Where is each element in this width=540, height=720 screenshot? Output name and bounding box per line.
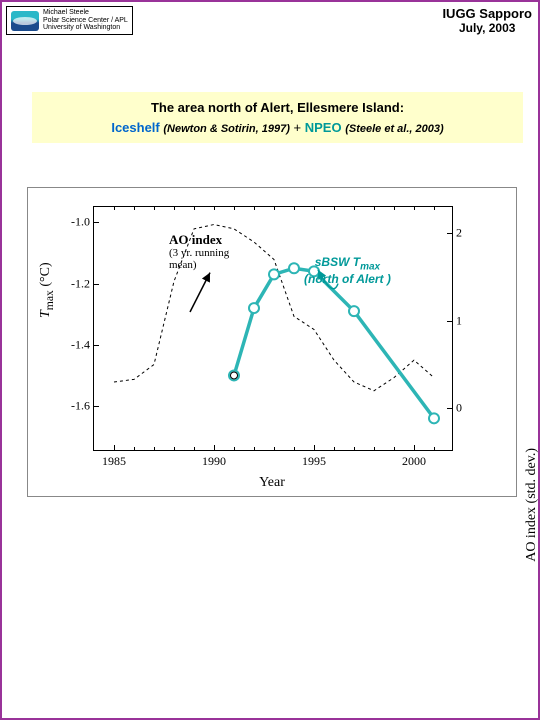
ao-line bbox=[114, 225, 434, 391]
tmax-marker bbox=[249, 303, 259, 313]
tmax-marker bbox=[349, 306, 359, 316]
iceshelf-label: Iceshelf bbox=[111, 120, 159, 135]
sbsw-legend: sBSW Tmax (north of Alert ) bbox=[304, 255, 391, 286]
ytick-left: -1.6 bbox=[71, 399, 90, 414]
psc-logo-icon bbox=[11, 11, 39, 31]
npeo-label: NPEO bbox=[305, 120, 342, 135]
title-line-1: The area north of Alert, Ellesmere Islan… bbox=[40, 98, 515, 118]
chart-lines bbox=[94, 207, 452, 450]
ytick-left: -1.4 bbox=[71, 337, 90, 352]
ytick-right: 0 bbox=[456, 401, 462, 416]
event-name: IUGG Sapporo bbox=[442, 6, 532, 21]
affiliation-2: University of Washington bbox=[43, 24, 128, 32]
event-date: July, 2003 bbox=[442, 21, 532, 35]
ytick-left: -1.0 bbox=[71, 215, 90, 230]
author-text: Michael Steele Polar Science Center / AP… bbox=[43, 9, 128, 32]
y-axis-label-right: AO index (std. dev.) bbox=[524, 448, 540, 562]
sbsw-legend-line-1: sBSW Tmax bbox=[304, 255, 391, 272]
event-box: IUGG Sapporo July, 2003 bbox=[442, 6, 532, 35]
affiliation-1: Polar Science Center / APL bbox=[43, 17, 128, 25]
citation-1: (Newton & Sotirin, 1997) bbox=[163, 123, 290, 135]
ytick-right: 1 bbox=[456, 313, 462, 328]
sbsw-legend-line-2: (north of Alert ) bbox=[304, 272, 391, 286]
tmax-marker bbox=[269, 269, 279, 279]
xtick: 2000 bbox=[402, 454, 426, 469]
author-name: Michael Steele bbox=[43, 9, 128, 17]
chart-panel: Tmax (°C) AO index (std. dev.) Year AO i… bbox=[27, 187, 517, 497]
xtick: 1990 bbox=[202, 454, 226, 469]
xtick: 1985 bbox=[102, 454, 126, 469]
citation-2: (Steele et al., 2003) bbox=[345, 123, 443, 135]
ao-legend-sub: (3 yr. runningmean) bbox=[169, 247, 229, 271]
ao-legend-title: AO index bbox=[169, 233, 229, 247]
ytick-right: 2 bbox=[456, 226, 462, 241]
tmax-marker bbox=[289, 263, 299, 273]
plus-sign: + bbox=[294, 120, 305, 135]
ytick-left: -1.2 bbox=[71, 276, 90, 291]
tmax-line bbox=[234, 268, 434, 418]
author-box: Michael Steele Polar Science Center / AP… bbox=[6, 6, 133, 35]
plot-area: AO index (3 yr. runningmean) sBSW Tmax (… bbox=[93, 206, 453, 451]
y-axis-label-left: Tmax (°C) bbox=[38, 262, 56, 318]
slide: Michael Steele Polar Science Center / AP… bbox=[0, 0, 540, 720]
xtick: 1995 bbox=[302, 454, 326, 469]
tmax-marker bbox=[429, 413, 439, 423]
ao-legend: AO index (3 yr. runningmean) bbox=[169, 233, 229, 271]
title-box: The area north of Alert, Ellesmere Islan… bbox=[32, 92, 523, 143]
x-axis-label: Year bbox=[28, 475, 516, 491]
ao-arrow-icon bbox=[190, 273, 210, 312]
title-line-2: Iceshelf (Newton & Sotirin, 1997) + NPEO… bbox=[40, 118, 515, 138]
